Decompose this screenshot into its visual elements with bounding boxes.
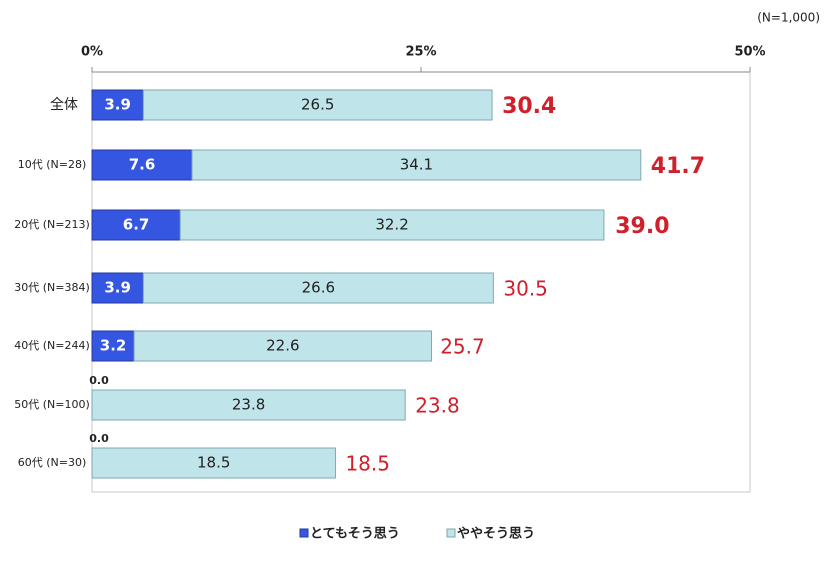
legend-swatch bbox=[446, 528, 456, 538]
data-label: 3.9 bbox=[104, 96, 131, 114]
x-tick-label: 25% bbox=[405, 45, 436, 60]
data-label: 3.9 bbox=[104, 279, 131, 297]
legend-label: とてもそう思う bbox=[310, 527, 400, 542]
y-tick-label: 10代 (N=28) bbox=[18, 158, 87, 171]
data-label: 34.1 bbox=[400, 156, 433, 174]
x-tick-label: 0% bbox=[81, 45, 103, 60]
bar-segment bbox=[133, 330, 433, 362]
total-label: 23.8 bbox=[415, 394, 460, 418]
total-label: 18.5 bbox=[345, 452, 390, 476]
total-label: 25.7 bbox=[440, 335, 485, 359]
y-tick-label: 20代 (N=213) bbox=[14, 218, 90, 231]
bar-segment bbox=[91, 330, 135, 362]
bar-segment bbox=[191, 149, 642, 181]
total-label: 30.4 bbox=[502, 94, 556, 119]
y-tick-label: 30代 (N=384) bbox=[14, 281, 90, 294]
bar-segment bbox=[91, 209, 181, 241]
y-tick-label: 40代 (N=244) bbox=[14, 339, 90, 352]
data-label: 26.5 bbox=[301, 96, 334, 114]
data-label: 6.7 bbox=[123, 216, 150, 234]
data-label: 26.6 bbox=[302, 279, 335, 297]
y-tick-label: 全体 bbox=[50, 96, 78, 113]
sample-note: (N=1,000) bbox=[757, 11, 820, 25]
bar-segment bbox=[179, 209, 605, 241]
bar-segment bbox=[91, 389, 406, 421]
data-label: 0.0 bbox=[89, 432, 109, 445]
y-tick-label: 50代 (N=100) bbox=[14, 398, 90, 411]
bar-segment bbox=[142, 89, 493, 121]
data-label: 22.6 bbox=[266, 337, 299, 355]
data-label: 23.8 bbox=[232, 396, 265, 414]
data-label: 7.6 bbox=[129, 156, 156, 174]
bar-segment bbox=[91, 89, 144, 121]
legend-label: ややそう思う bbox=[457, 527, 535, 542]
data-label: 18.5 bbox=[197, 454, 230, 472]
bar-segment bbox=[91, 447, 336, 479]
total-label: 39.0 bbox=[615, 214, 669, 239]
legend-swatch bbox=[299, 528, 309, 538]
x-tick-label: 50% bbox=[734, 45, 765, 60]
y-tick-label: 60代 (N=30) bbox=[18, 456, 87, 469]
total-label: 41.7 bbox=[651, 154, 705, 179]
bar-segment bbox=[142, 272, 494, 304]
total-label: 30.5 bbox=[503, 277, 548, 301]
data-label: 32.2 bbox=[375, 216, 408, 234]
data-label: 0.0 bbox=[89, 374, 109, 387]
data-label: 3.2 bbox=[100, 337, 127, 355]
